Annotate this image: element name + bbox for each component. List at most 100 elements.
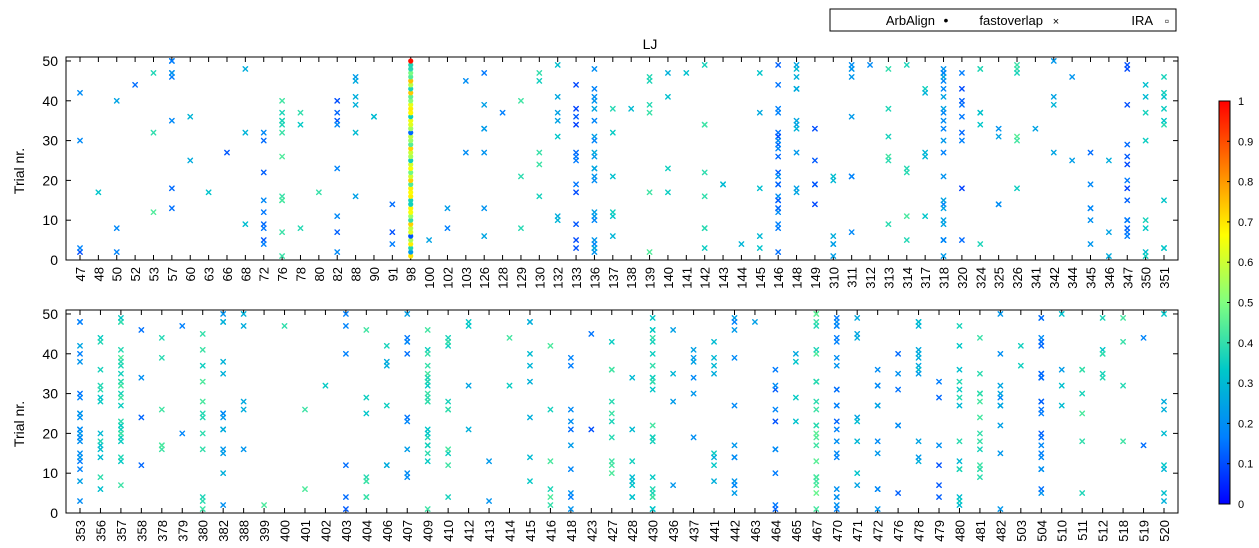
fastoverlap-marker: [940, 197, 947, 204]
fastoverlap-marker: [424, 430, 431, 437]
fastoverlap-marker: [518, 97, 524, 104]
fastoverlap-marker: [1038, 434, 1045, 441]
fastoverlap-marker: [1142, 225, 1149, 232]
fastoverlap-marker: [118, 458, 124, 465]
fastoverlap-marker: [1058, 366, 1065, 373]
fastoverlap-marker: [118, 358, 124, 365]
fastoverlap-marker: [573, 181, 579, 188]
fastoverlap-marker: [279, 153, 286, 160]
x-tick-label: 52: [128, 267, 143, 281]
fastoverlap-marker: [573, 221, 579, 228]
x-tick-label: 53: [146, 267, 161, 281]
fastoverlap-marker: [793, 62, 800, 68]
x-tick-label: 76: [275, 267, 290, 281]
fastoverlap-marker: [240, 446, 247, 453]
arbalign-point: [408, 86, 414, 92]
fastoverlap-marker: [260, 241, 267, 247]
fastoverlap-marker: [854, 334, 861, 341]
fastoverlap-marker: [138, 462, 145, 469]
fastoverlap-marker: [1124, 233, 1131, 240]
fastoverlap-marker: [573, 153, 579, 160]
x-tick-label: 146: [771, 267, 786, 289]
x-tick-label: 511: [1075, 520, 1090, 541]
fastoverlap-marker: [756, 109, 763, 116]
fastoverlap-marker: [1038, 486, 1045, 493]
fastoverlap-marker: [1038, 374, 1045, 381]
legend-box: [829, 8, 1177, 32]
fastoverlap-marker: [1142, 81, 1149, 88]
fastoverlap-marker: [813, 474, 820, 481]
fastoverlap-marker: [536, 77, 543, 84]
fastoverlap-marker: [547, 486, 554, 493]
fastoverlap-marker: [977, 121, 984, 128]
fastoverlap-marker: [812, 157, 818, 164]
fastoverlap-marker: [1142, 249, 1149, 255]
fastoverlap-marker: [915, 454, 922, 461]
fastoverlap-marker: [915, 323, 922, 329]
y-tick-label: 40: [42, 93, 58, 109]
fastoverlap-marker: [608, 434, 615, 441]
fastoverlap-marker: [591, 173, 598, 180]
fastoverlap-marker: [670, 327, 677, 333]
fastoverlap-marker: [711, 338, 717, 345]
fastoverlap-marker: [958, 185, 965, 192]
fastoverlap-marker: [97, 334, 104, 341]
fastoverlap-marker: [77, 434, 83, 441]
fastoverlap-marker: [775, 141, 782, 148]
fastoverlap-marker: [199, 378, 206, 385]
x-tick-label: 139: [643, 267, 658, 289]
fastoverlap-marker: [591, 241, 598, 247]
fastoverlap-marker: [940, 205, 947, 212]
fastoverlap-marker: [573, 113, 579, 120]
fastoverlap-marker: [792, 418, 799, 425]
fastoverlap-marker: [956, 438, 963, 445]
fastoverlap-marker: [833, 354, 840, 361]
fastoverlap-marker: [179, 430, 186, 437]
fastoverlap-marker: [77, 498, 83, 504]
fastoverlap-marker: [465, 426, 472, 433]
colorbar-tick-label: 0.2: [1238, 418, 1253, 430]
fastoverlap-marker: [187, 113, 194, 120]
fastoverlap-marker: [833, 506, 840, 512]
fastoverlap-marker: [424, 426, 431, 433]
fastoverlap-marker: [833, 494, 840, 500]
x-tick-label: 403: [339, 520, 354, 542]
fastoverlap-marker: [1038, 450, 1045, 457]
arbalign-point: [408, 62, 414, 68]
fastoverlap-marker: [168, 117, 175, 124]
fastoverlap-marker: [833, 386, 840, 393]
fastoverlap-marker: [609, 105, 616, 112]
fastoverlap-marker: [118, 402, 124, 409]
fastoverlap-marker: [199, 330, 206, 337]
fastoverlap-marker: [220, 446, 227, 453]
fastoverlap-marker: [701, 121, 708, 128]
x-tick-label: 141: [679, 267, 694, 289]
fastoverlap-marker: [940, 221, 947, 228]
x-tick-label: 311: [845, 267, 860, 288]
fastoverlap-marker: [940, 253, 947, 259]
fastoverlap-marker: [995, 125, 1002, 132]
arbalign-point: [408, 205, 414, 211]
fastoverlap-marker: [279, 121, 286, 128]
fastoverlap-marker: [956, 494, 963, 500]
fastoverlap-marker: [997, 390, 1004, 397]
fastoverlap-marker: [793, 185, 800, 192]
fastoverlap-marker: [793, 117, 800, 124]
fastoverlap-marker: [150, 70, 157, 76]
x-tick-label: 380: [196, 520, 211, 542]
x-tick-label: 313: [881, 267, 896, 289]
x-tick-label: 357: [114, 520, 129, 542]
fastoverlap-marker: [118, 382, 124, 389]
fastoverlap-marker: [424, 398, 431, 405]
fastoverlap-marker: [885, 133, 892, 140]
fastoverlap-marker: [690, 390, 697, 397]
fastoverlap-marker: [547, 406, 554, 413]
x-tick-label: 388: [237, 520, 252, 542]
fastoverlap-marker: [977, 446, 983, 453]
x-tick-label: 347: [1120, 267, 1135, 289]
fastoverlap-marker: [1124, 161, 1131, 168]
fastoverlap-marker: [812, 125, 818, 132]
fastoverlap-marker: [1124, 101, 1131, 108]
fastoverlap-marker: [1124, 225, 1131, 232]
